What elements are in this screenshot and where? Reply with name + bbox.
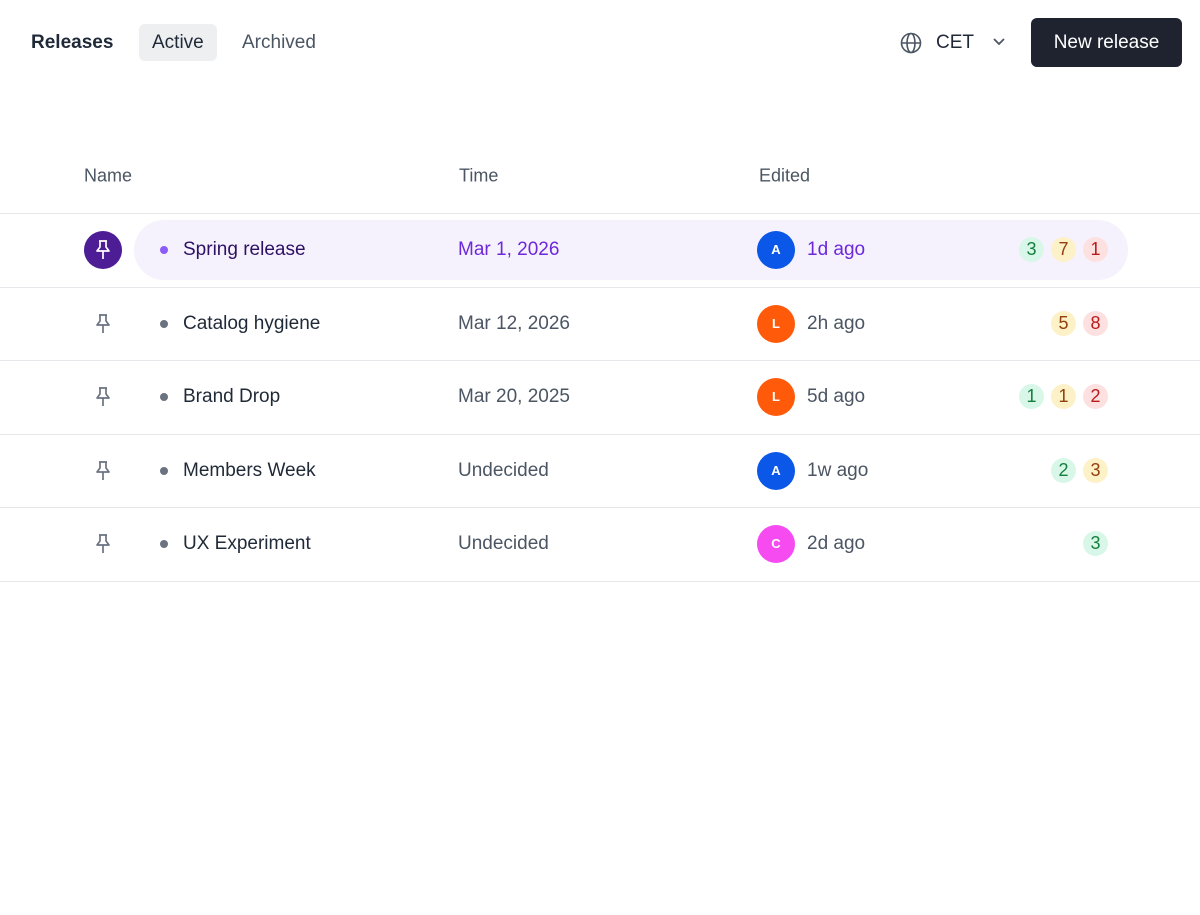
count-badge-green: 3 [1083, 531, 1108, 556]
column-header: Name [84, 165, 133, 186]
pin-icon [96, 313, 110, 333]
chevron-down [993, 38, 1005, 46]
release-row[interactable] [0, 288, 1200, 360]
editor-avatar: A [757, 451, 795, 490]
release-name: Brand Drop [183, 386, 281, 407]
header-divider [0, 213, 1200, 214]
pin-button-active[interactable] [84, 231, 122, 269]
row-divider [0, 360, 1200, 361]
globe-icon [900, 32, 922, 54]
tab[interactable]: Active [139, 24, 217, 61]
status-dot [160, 319, 168, 328]
tab[interactable]: Archived [242, 32, 316, 53]
count-badge-yellow: 5 [1051, 310, 1076, 336]
release-time: Mar 20, 2025 [458, 386, 570, 407]
status-dot [160, 466, 168, 475]
new-release-button[interactable]: New release [1031, 18, 1182, 67]
edited-time: 2d ago [807, 533, 866, 554]
release-name: Spring release [183, 239, 306, 260]
pin-button[interactable] [84, 525, 122, 563]
page-title: Releases [31, 32, 114, 53]
count-badge-green: 1 [1019, 384, 1044, 409]
column-header: Time [459, 165, 499, 186]
pin-icon [96, 460, 110, 480]
row-divider [0, 286, 1200, 288]
count-badge-green: 2 [1051, 457, 1076, 483]
pin-icon [96, 534, 110, 553]
edited-time: 5d ago [807, 386, 866, 407]
release-time: Undecided [458, 533, 549, 554]
timezone-select[interactable]: CET [936, 32, 974, 53]
edited-time: 1d ago [807, 239, 866, 260]
pin-button[interactable] [84, 305, 122, 343]
release-row[interactable] [0, 435, 1200, 507]
pin-button[interactable] [84, 452, 122, 490]
pin-background [84, 231, 122, 269]
count-badge-red: 1 [1083, 237, 1108, 262]
pin-icon [96, 240, 110, 259]
count-badge-red: 2 [1083, 384, 1108, 409]
pin-icon [96, 387, 110, 406]
release-name: UX Experiment [183, 533, 311, 554]
row-divider [0, 433, 1200, 435]
release-time: Undecided [458, 459, 549, 481]
count-badge-yellow: 7 [1051, 237, 1076, 262]
column-header: Edited [759, 165, 811, 186]
count-badge-yellow: 1 [1051, 384, 1076, 409]
editor-avatar: C [757, 525, 795, 563]
release-name: Catalog hygiene [183, 312, 321, 334]
count-badge-green: 3 [1019, 237, 1044, 262]
release-time: Mar 12, 2026 [458, 312, 570, 334]
release-name: Members Week [183, 459, 316, 481]
status-dot [160, 540, 168, 548]
selected-row-highlight [134, 220, 1128, 280]
release-row[interactable] [0, 508, 1200, 580]
status-dot [160, 246, 168, 254]
row-divider [0, 580, 1200, 582]
editor-avatar: L [757, 304, 795, 343]
release-time: Mar 1, 2026 [458, 239, 560, 260]
edited-time: 1w ago [807, 459, 869, 481]
row-divider [0, 507, 1200, 508]
count-badge-yellow: 3 [1083, 457, 1108, 483]
count-badge-red: 8 [1083, 310, 1108, 336]
edited-time: 2h ago [807, 312, 866, 334]
pin-button[interactable] [84, 378, 122, 416]
editor-avatar: L [757, 378, 795, 416]
status-dot [160, 393, 168, 401]
editor-avatar: A [757, 231, 795, 269]
